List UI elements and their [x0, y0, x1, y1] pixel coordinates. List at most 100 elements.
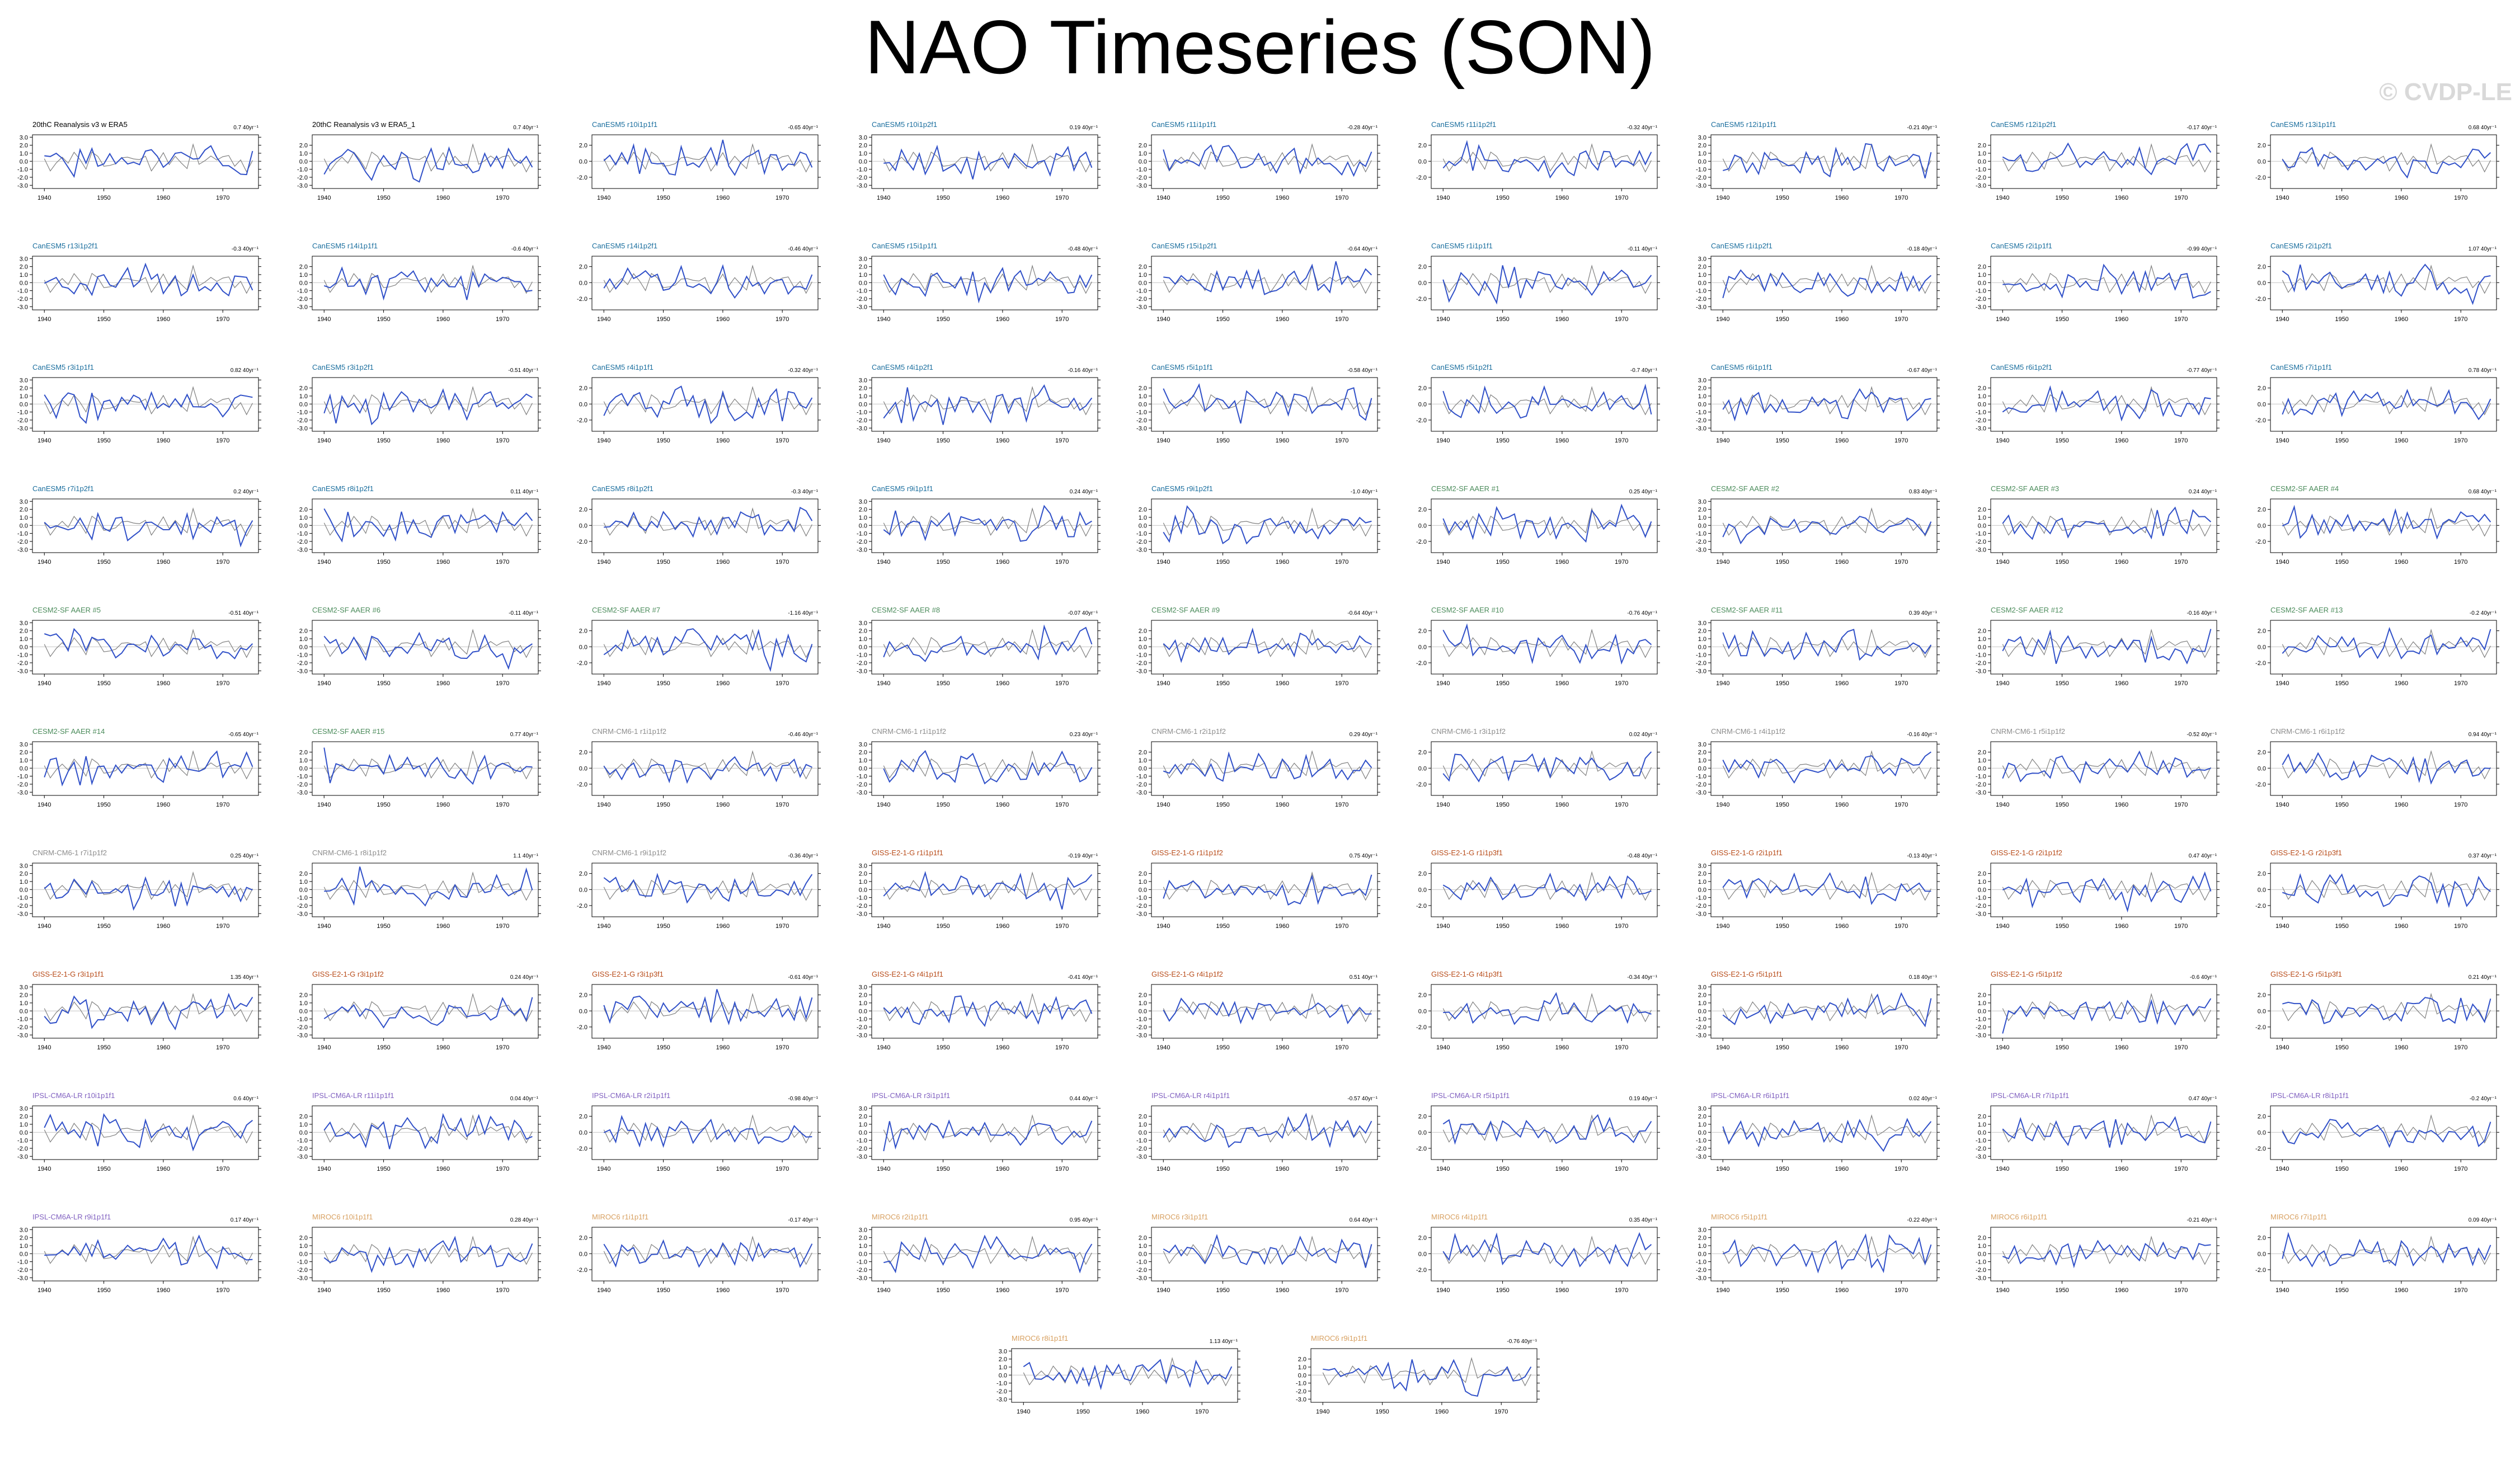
model-series-line — [44, 1235, 253, 1270]
obs-series-line — [44, 629, 253, 658]
obs-series-line — [2002, 1236, 2211, 1265]
panel-title: GISS-E2-1-G r4i1p3f1 — [1431, 970, 1503, 978]
y-tick-label: 2.0 — [20, 1235, 28, 1242]
x-tick-label: 1950 — [377, 1287, 390, 1294]
x-tick-label: 1950 — [936, 316, 949, 323]
x-tick-label: 1950 — [1775, 1044, 1789, 1051]
y-tick-label: 2.0 — [859, 507, 867, 513]
y-tick-label: 3.0 — [20, 256, 28, 262]
x-tick-label: 1970 — [2174, 923, 2188, 930]
y-tick-label: -1.0 — [857, 409, 867, 416]
trend-label: 0.18 40yr⁻¹ — [1909, 974, 1938, 981]
obs-series-line — [1163, 871, 1372, 901]
obs-series-line — [603, 265, 812, 294]
y-tick-label: 0.0 — [1978, 1251, 1986, 1257]
panel-title: CNRM-CM6-1 r3i1p1f2 — [1431, 727, 1506, 736]
panel-title: CESM2-SF AAER #6 — [312, 606, 380, 614]
y-tick-label: 1.0 — [20, 150, 28, 157]
y-tick-label: -2.0 — [577, 660, 587, 667]
obs-series-line — [323, 507, 533, 537]
x-tick-label: 1970 — [1335, 437, 1348, 444]
y-tick-label: 3.0 — [1698, 256, 1706, 262]
y-tick-label: -2.0 — [297, 175, 308, 181]
plot-frame — [871, 1227, 1098, 1281]
obs-series-line — [1163, 386, 1372, 416]
y-tick-label: -3.0 — [17, 911, 28, 917]
trend-label: -0.16 40yr⁻¹ — [1068, 368, 1098, 374]
x-tick-label: 1950 — [2055, 1166, 2068, 1172]
x-tick-label: 1950 — [1775, 802, 1789, 808]
y-tick-label: 1.0 — [859, 1000, 867, 1007]
x-tick-label: 1960 — [716, 1166, 730, 1172]
y-tick-label: -3.0 — [857, 911, 867, 917]
trend-label: 0.11 40yr⁻¹ — [510, 489, 538, 495]
y-tick-label: 0.0 — [579, 1008, 587, 1015]
y-tick-label: 3.0 — [1698, 984, 1706, 991]
x-tick-label: 1960 — [436, 316, 450, 323]
y-tick-label: -1.0 — [1136, 1259, 1147, 1266]
x-tick-label: 1970 — [1894, 437, 1908, 444]
y-tick-label: 3.0 — [859, 863, 867, 869]
x-tick-label: 1960 — [2115, 1044, 2128, 1051]
y-tick-label: 2.0 — [1139, 1235, 1147, 1242]
y-tick-label: -2.0 — [577, 417, 587, 424]
plot-frame — [591, 498, 819, 553]
y-tick-label: -1.0 — [17, 531, 28, 538]
y-tick-label: 0.0 — [1418, 887, 1427, 893]
y-tick-label: 2.0 — [1978, 750, 1986, 756]
y-tick-label: -2.0 — [17, 660, 28, 667]
y-tick-label: -2.0 — [2255, 903, 2266, 910]
x-tick-label: 1940 — [2275, 1287, 2289, 1294]
obs-series-line — [2002, 143, 2211, 173]
plot-frame — [312, 498, 539, 553]
y-tick-label: -2.0 — [297, 1267, 308, 1274]
trend-label: 1.1 40yr⁻¹ — [513, 853, 538, 859]
y-tick-label: 2.0 — [859, 264, 867, 271]
y-tick-label: -1.0 — [1136, 288, 1147, 295]
y-tick-label: -3.0 — [1136, 425, 1147, 432]
trend-label: -0.28 40yr⁻¹ — [1347, 125, 1377, 131]
y-tick-label: 0.0 — [1978, 401, 1986, 408]
y-tick-label: 0.0 — [299, 1251, 308, 1257]
x-tick-label: 1940 — [877, 437, 890, 444]
obs-series-line — [323, 265, 533, 294]
y-tick-label: -3.0 — [1696, 425, 1706, 432]
plot-frame — [1431, 1105, 1658, 1160]
x-tick-label: 1940 — [1996, 680, 2009, 687]
panel-title: 20thC Reanalysis v3 w ERA5_1 — [312, 120, 415, 129]
y-tick-label: -1.0 — [1696, 895, 1706, 902]
plot-frame — [1431, 741, 1658, 796]
plot-frame — [32, 741, 259, 796]
y-tick-label: 3.0 — [859, 984, 867, 991]
x-tick-label: 1940 — [597, 437, 610, 444]
y-tick-label: 0.0 — [1698, 401, 1706, 408]
model-series-line — [323, 266, 533, 301]
y-tick-label: -2.0 — [297, 539, 308, 545]
y-tick-label: 2.0 — [859, 992, 867, 999]
trend-label: 0.39 40yr⁻¹ — [1909, 610, 1938, 616]
y-tick-label: -1.0 — [857, 288, 867, 295]
panel-title: CESM2-SF AAER #12 — [1991, 606, 2063, 614]
x-tick-label: 1940 — [1996, 316, 2009, 323]
y-tick-label: -3.0 — [857, 304, 867, 310]
y-tick-label: 0.0 — [1978, 765, 1986, 772]
y-tick-label: -3.0 — [1696, 1153, 1706, 1160]
x-tick-label: 1950 — [1216, 559, 1229, 566]
y-tick-label: -3.0 — [17, 1153, 28, 1160]
obs-series-line — [323, 629, 533, 658]
y-tick-label: 2.0 — [579, 1114, 587, 1120]
x-tick-label: 1940 — [1716, 1287, 1729, 1294]
y-tick-label: -2.0 — [1416, 296, 1427, 303]
trend-label: 0.19 40yr⁻¹ — [1070, 125, 1098, 131]
x-tick-label: 1960 — [2115, 802, 2128, 808]
obs-series-line — [2002, 750, 2211, 780]
y-tick-label: 0.0 — [1698, 1129, 1706, 1136]
x-tick-label: 1970 — [1055, 1166, 1069, 1172]
model-series-line — [1722, 516, 1932, 545]
obs-series-line — [883, 143, 1092, 173]
y-tick-label: -3.0 — [1976, 668, 1986, 675]
y-tick-label: -1.0 — [1976, 531, 1986, 538]
obs-series-line — [1442, 1114, 1652, 1144]
y-tick-label: 2.0 — [1698, 507, 1706, 513]
obs-series-line — [2282, 629, 2491, 658]
